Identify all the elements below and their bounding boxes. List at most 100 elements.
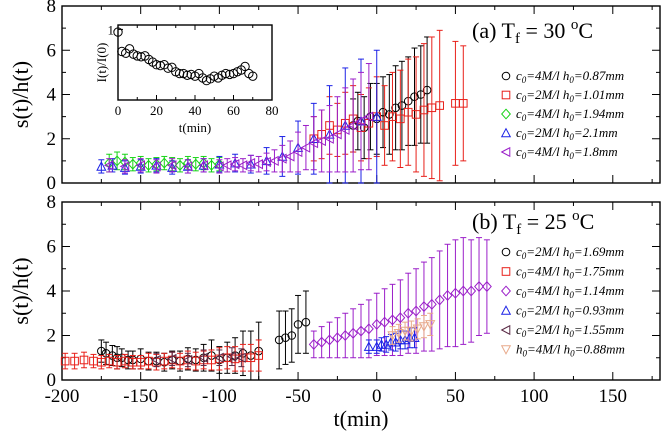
y-axis-label: s(t)/h(t) [8, 257, 33, 324]
legend-marker [501, 71, 511, 81]
x-tick-label: 0 [372, 386, 382, 407]
legend-label-part: =2M/l h [526, 322, 569, 337]
legend-entry-0: c0=2M/l h0=1.69mm [501, 244, 624, 261]
legend-label-part: =4M/l h [526, 264, 569, 279]
data-point [387, 314, 398, 326]
legend-label-part: c [516, 303, 522, 318]
data-point [396, 114, 405, 124]
data-point [308, 138, 319, 149]
legend-label-sub: 0 [569, 310, 574, 320]
x-axis-label: t(min) [334, 406, 389, 431]
panel-title-unit: C [580, 209, 595, 234]
data-point [450, 287, 461, 299]
legend-label-part: =2M/l h [526, 244, 569, 259]
data-point [245, 157, 256, 169]
legend-label-sub: 0 [522, 113, 527, 123]
data-point [481, 281, 492, 293]
y-tick-label: 0 [47, 173, 57, 194]
data-point [166, 160, 177, 171]
data-point [391, 103, 400, 113]
legend-label-part: c [516, 264, 522, 279]
legend-label-part: h [516, 342, 523, 357]
data-point [237, 160, 248, 171]
data-point [79, 355, 89, 365]
panel-title-text: (a) T [472, 18, 516, 43]
data-point [159, 157, 170, 169]
data-point [236, 352, 246, 363]
data-point [425, 320, 436, 330]
data-point [261, 156, 271, 168]
legend-label: c0=4M/l h0=1.94mm [516, 106, 624, 123]
data-point [229, 159, 240, 170]
x-tick-label: 100 [520, 386, 549, 407]
data-point [135, 160, 145, 171]
data-point [198, 352, 208, 363]
inset-point [182, 70, 193, 80]
data-point [292, 146, 303, 158]
data-point [103, 160, 114, 171]
legend-label-part: =4M/l h [526, 106, 569, 121]
legend-label-part: =0.88mm [575, 342, 625, 357]
legend-label: c0=2M/l h0=2.1mm [516, 125, 618, 142]
series-0 [348, 36, 432, 160]
legend-label-part: c [516, 283, 522, 298]
data-point [474, 281, 484, 293]
data-point [339, 124, 350, 136]
legend-label-part: c [516, 144, 522, 159]
legend-label-part: =4M/l h [526, 283, 569, 298]
legend-entry-3: c0=2M/l h0=0.93mm [500, 303, 624, 320]
panel-title-sup: o [572, 208, 580, 224]
y-tick-label: 8 [47, 0, 57, 17]
legend-label-sub: 0 [522, 329, 527, 339]
x-tick-label: 50 [446, 386, 465, 407]
legend-label-sub: 0 [569, 75, 574, 85]
data-point [416, 90, 426, 99]
legend-entry-4: c0=2M/l h0=1.55mm [500, 322, 624, 339]
data-point [182, 161, 193, 172]
panel-title-text: (b) T [472, 209, 517, 234]
data-point [166, 353, 177, 364]
legend-label-part: =4M/l h [527, 342, 570, 357]
legend-label-sub: 0 [569, 329, 574, 339]
legend-marker [501, 267, 511, 276]
y-axis-label: s(t)/h(t) [8, 61, 33, 128]
data-point [371, 341, 382, 351]
data-point [316, 336, 327, 348]
panel-title-eq: = 30 [520, 18, 571, 43]
data-point [378, 107, 388, 117]
inset-point [240, 61, 250, 72]
data-point [371, 318, 382, 330]
data-point [284, 151, 295, 162]
legend-label-part: =1.75mm [574, 264, 624, 279]
legend-label-sub: 0 [522, 94, 527, 104]
legend-label: h0=4M/l h0=0.88mm [516, 342, 625, 359]
data-point [442, 289, 453, 301]
inset-point [151, 60, 162, 70]
data-point [332, 129, 342, 140]
data-point [435, 101, 444, 110]
legend-marker [500, 127, 512, 138]
y-tick-label: 0 [47, 370, 57, 391]
data-point [411, 305, 422, 317]
panel-title: (b) Tf = 25 oC [472, 208, 594, 238]
data-point [406, 326, 417, 337]
legend-marker [501, 285, 511, 297]
data-point [198, 160, 208, 171]
legend-label-sub: 0 [569, 94, 574, 104]
legend-label: c0=2M/l h0=0.93mm [516, 303, 624, 320]
data-point [324, 334, 335, 346]
legend-entry-2: c0=4M/l h0=1.14mm [501, 283, 624, 300]
legend-marker [500, 146, 511, 158]
legend-entry-2: c0=4M/l h0=1.94mm [501, 106, 624, 123]
legend-marker [500, 305, 512, 315]
legend-label-sub: 0 [569, 251, 574, 261]
x-tick-label: -150 [123, 386, 158, 407]
legend-label: c0=4M/l h0=1.8mm [516, 144, 618, 161]
data-point [411, 110, 421, 119]
inset-point [132, 51, 142, 61]
legend-label-part: =1.8mm [574, 144, 618, 159]
legend-label-sub: 0 [570, 349, 575, 359]
data-point [308, 338, 319, 350]
legend-label-part: c [516, 68, 522, 83]
legend-label-part: =1.55mm [574, 322, 624, 337]
